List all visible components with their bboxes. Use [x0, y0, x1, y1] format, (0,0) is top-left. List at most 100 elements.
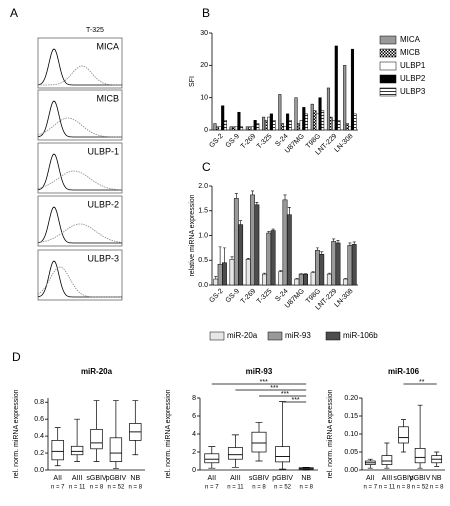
- bar: [335, 242, 341, 286]
- histogram-label: ULBP-2: [87, 199, 119, 209]
- legend-swatch: [379, 35, 397, 45]
- panel-letter: D: [12, 350, 21, 364]
- x-tick-label: AII: [366, 475, 375, 482]
- bar: [237, 111, 241, 131]
- bar: [251, 126, 255, 131]
- x-tick-label: AIII: [230, 475, 241, 482]
- significance-label: ***: [281, 391, 289, 398]
- panel-title: T-325: [86, 27, 104, 34]
- bar: [350, 48, 355, 131]
- bar: [326, 87, 331, 131]
- bar: [270, 230, 276, 286]
- stained-curve: [38, 65, 122, 86]
- y-tick-label: 0.4: [34, 433, 44, 440]
- error-bar: [352, 241, 356, 245]
- legend-swatch: [379, 87, 397, 97]
- n-label: n = 52: [412, 485, 430, 491]
- bar: [280, 123, 284, 131]
- bar: [213, 278, 219, 286]
- bar: [262, 116, 266, 131]
- bar: [345, 123, 349, 131]
- y-tick-label: 0.2: [34, 450, 44, 457]
- chart-title: miR-20a: [81, 367, 113, 376]
- error-bar: [320, 251, 324, 255]
- bar: [245, 259, 251, 286]
- bar: [272, 120, 276, 131]
- y-tick-label: 2.0: [198, 183, 208, 190]
- bar: [334, 45, 338, 131]
- bar: [266, 232, 272, 286]
- bar: [213, 123, 217, 131]
- bar: [294, 278, 300, 286]
- error-bar: [283, 194, 287, 200]
- box: [414, 448, 426, 464]
- x-tick-label: AIII: [382, 475, 393, 482]
- box: [227, 447, 243, 460]
- x-tick-label: T-325: [256, 133, 274, 151]
- stained-curve: [37, 223, 123, 243]
- bar: [234, 126, 238, 131]
- legend-swatch: [379, 74, 397, 84]
- error-bar: [222, 247, 226, 263]
- bar: [217, 263, 223, 286]
- legend-label: ULBP3: [400, 87, 426, 96]
- x-tick-label: sGBIV: [86, 475, 107, 482]
- y-tick-label: 0: [192, 467, 196, 474]
- bar: [239, 126, 244, 131]
- error-bar: [246, 257, 250, 260]
- panel-letter: A: [10, 6, 18, 20]
- x-tick-label: GS-9: [225, 288, 242, 305]
- legend-label: miR-20a: [227, 331, 258, 340]
- box: [90, 428, 103, 450]
- bar: [250, 194, 255, 286]
- histogram-frame: [37, 89, 123, 141]
- significance-label: ***: [291, 397, 299, 404]
- error-bar: [315, 247, 319, 251]
- bar: [278, 94, 282, 131]
- bar: [310, 103, 314, 131]
- error-bar: [255, 202, 259, 205]
- histogram-label: MICB: [97, 93, 120, 103]
- y-tick-label: 0.20: [344, 395, 358, 402]
- stained-curve: [37, 117, 122, 138]
- n-label: n = 8: [299, 485, 313, 491]
- legend-swatch: [209, 331, 225, 341]
- legend-swatch: [325, 331, 341, 341]
- bar: [302, 107, 306, 131]
- significance-label: ***: [260, 379, 268, 386]
- bar: [221, 105, 225, 131]
- bar: [256, 123, 260, 131]
- n-label: n = 8: [129, 485, 143, 491]
- x-tick-label: NB: [432, 475, 442, 482]
- bar: [332, 120, 336, 131]
- y-axis-title: relative miRNA expression: [189, 194, 196, 276]
- x-tick-label: LN-308: [333, 288, 354, 309]
- bar: [303, 273, 308, 286]
- legend-label: ULBP1: [400, 61, 426, 70]
- bar: [229, 126, 233, 131]
- bar: [278, 271, 284, 286]
- bar: [253, 120, 257, 131]
- whisker: [74, 418, 81, 462]
- significance-label: **: [419, 379, 425, 386]
- bar: [245, 126, 249, 131]
- bar: [269, 113, 273, 131]
- bar: [238, 224, 244, 286]
- bar: [297, 123, 301, 131]
- n-label: n = 8: [252, 485, 266, 491]
- n-label: n = 11: [379, 485, 396, 491]
- error-bar: [239, 220, 243, 225]
- bar: [315, 113, 319, 131]
- x-tick-label: LN-308: [333, 133, 354, 154]
- bar: [348, 126, 352, 131]
- x-tick-label: NB: [130, 475, 140, 482]
- error-bar: [267, 231, 271, 234]
- error-bar: [230, 256, 234, 260]
- x-tick-label: NB: [301, 475, 311, 482]
- x-tick-label: AIII: [72, 475, 83, 482]
- stained-curve: [37, 170, 123, 191]
- x-tick-label: pGBIV: [272, 475, 293, 482]
- error-bar: [336, 240, 340, 243]
- x-tick-label: sGBIV: [249, 475, 270, 482]
